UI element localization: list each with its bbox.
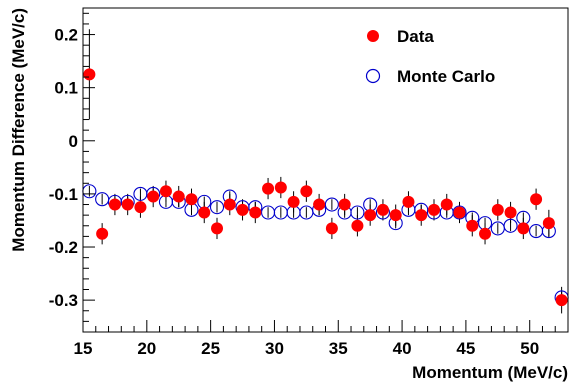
monte-carlo-point [209, 200, 225, 215]
data-point [96, 227, 109, 240]
data-point [159, 185, 172, 198]
legend-data-marker [367, 30, 379, 42]
data-point [415, 209, 428, 222]
axis-ticks [82, 12, 569, 333]
data-point [223, 198, 236, 211]
data-point [364, 209, 377, 222]
legend-monte-carlo-label: Monte Carlo [397, 67, 495, 86]
data-point [555, 294, 568, 307]
y-tick-label: 0.1 [54, 79, 78, 98]
monte-carlo-point [324, 197, 339, 212]
monte-carlo-point [503, 218, 518, 233]
data-point [440, 198, 453, 211]
data-point [287, 195, 300, 208]
data-point [274, 181, 287, 194]
data-point [479, 227, 492, 240]
x-tick-label: 50 [520, 339, 539, 358]
data-point [466, 219, 479, 232]
tick-labels: 15 20 25 30 35 40 45 50 -0.3 -0.2 -0.1 0 0.1 0.2 [49, 26, 539, 358]
y-axis-title: Momentum Difference (MeV/c) [9, 8, 28, 252]
monte-carlo-point [350, 205, 365, 220]
data-point [147, 190, 160, 203]
x-axis-title: Momentum (MeV/c) [412, 363, 568, 382]
data-point [542, 217, 555, 230]
markers [82, 68, 569, 307]
data-point [402, 195, 415, 208]
data-point [325, 222, 338, 235]
x-tick-label: 30 [265, 339, 284, 358]
y-tick-label: 0 [69, 132, 78, 151]
data-point [198, 206, 211, 219]
x-tick-label: 40 [393, 339, 412, 358]
data-point [172, 190, 185, 203]
x-tick-label: 45 [456, 339, 475, 358]
data-point [313, 198, 326, 211]
legend-monte-carlo-marker [365, 68, 381, 84]
data-point [121, 198, 134, 211]
x-tick-label: 25 [201, 339, 220, 358]
data-point [491, 203, 504, 216]
y-tick-label: -0.3 [49, 291, 78, 310]
data-point [134, 201, 147, 214]
data-point [300, 185, 313, 198]
data-point [517, 222, 530, 235]
data-point [389, 209, 402, 222]
x-tick-label: 20 [137, 339, 156, 358]
monte-carlo-point [452, 205, 467, 220]
x-tick-label: 35 [329, 339, 348, 358]
data-point [338, 198, 351, 211]
data-point [236, 203, 249, 216]
data-point [453, 206, 466, 219]
legend: Data Monte Carlo [365, 27, 495, 86]
data-point [249, 206, 262, 219]
data-point [376, 203, 389, 216]
data-point [211, 222, 224, 235]
y-tick-label: -0.1 [49, 185, 78, 204]
data-point [262, 182, 275, 195]
data-point [504, 206, 517, 219]
data-point [83, 68, 96, 81]
data-point [108, 198, 121, 211]
y-tick-label: -0.2 [49, 238, 78, 257]
x-tick-label: 15 [74, 339, 93, 358]
data-point [427, 203, 440, 216]
y-tick-label: 0.2 [54, 26, 78, 45]
data-point [530, 193, 543, 206]
data-point [185, 193, 198, 206]
legend-data-label: Data [397, 27, 434, 46]
data-point [351, 219, 364, 232]
